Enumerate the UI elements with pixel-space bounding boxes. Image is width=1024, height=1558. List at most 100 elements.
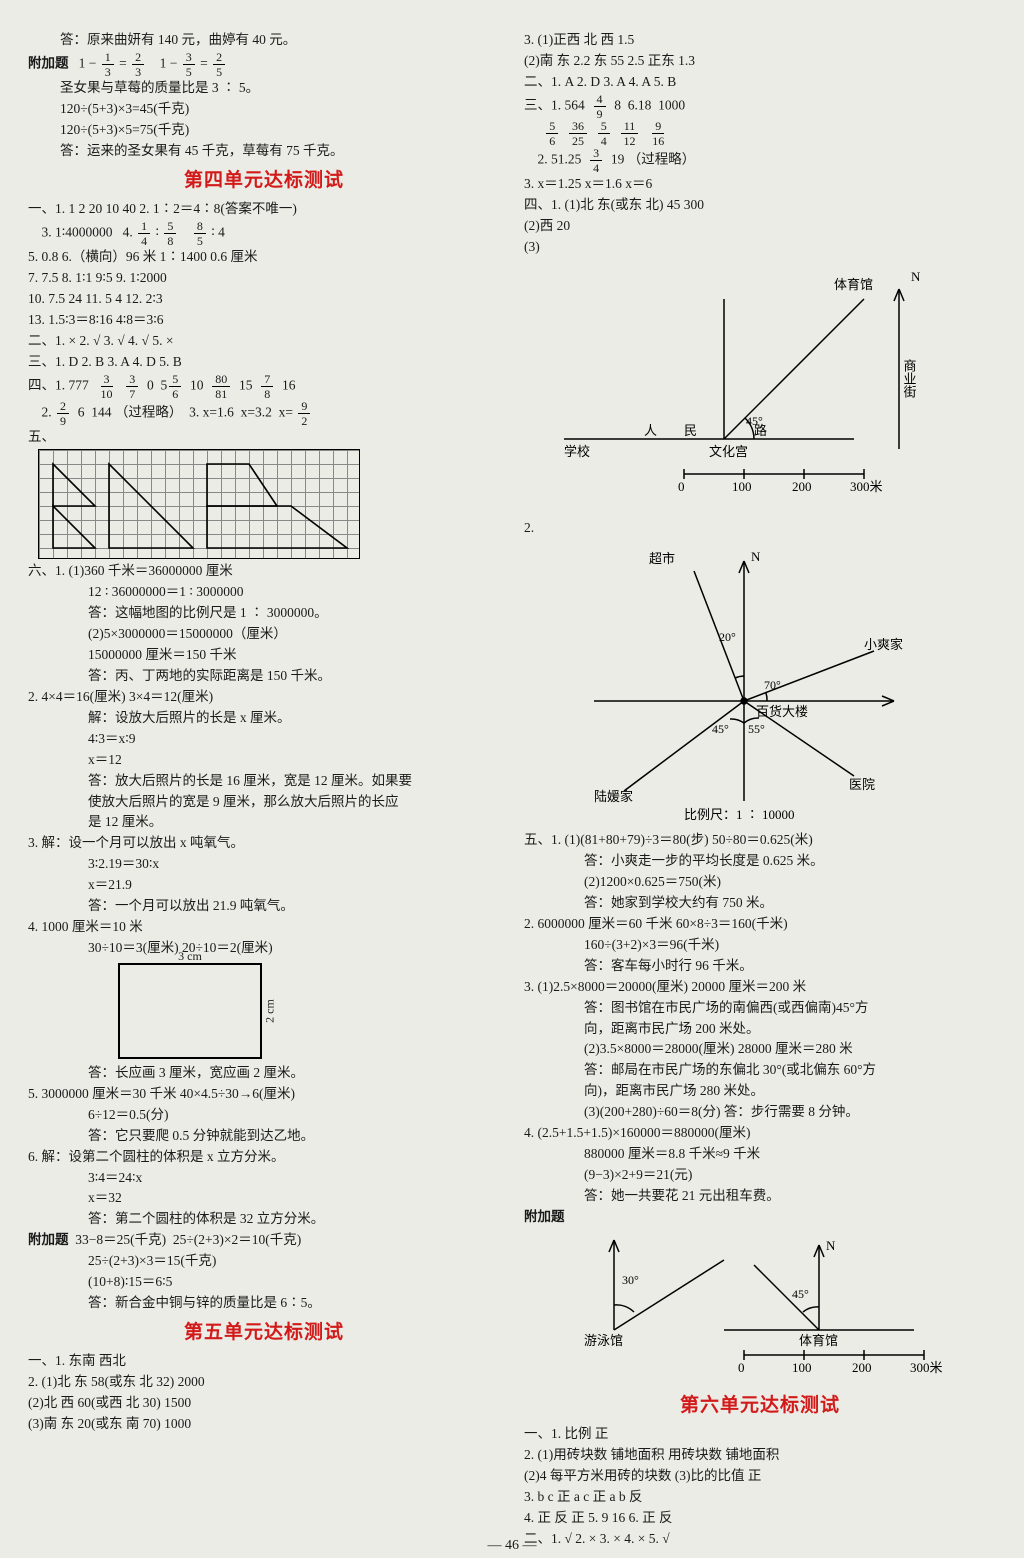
label-school: 学校 bbox=[564, 444, 590, 459]
svg-text:民: 民 bbox=[684, 423, 697, 438]
text-line: 一、1. 东南 西北 bbox=[28, 1351, 500, 1372]
text-line: 2. (1)北 东 58(或东 北 32) 2000 bbox=[28, 1372, 500, 1393]
svg-text:70°: 70° bbox=[764, 678, 781, 692]
map-figure-3: 游泳馆 体育馆 N 30° 45° 0 100 200 300米 bbox=[554, 1230, 996, 1387]
text-line: x＝32 bbox=[28, 1188, 500, 1209]
svg-text:300米: 300米 bbox=[910, 1360, 943, 1375]
svg-text:55°: 55° bbox=[748, 722, 765, 736]
text-line: 五、 bbox=[28, 427, 500, 448]
svg-text:30°: 30° bbox=[622, 1273, 639, 1287]
map-figure-2: 超市 N 小爽家 百货大楼 医院 陆媛家 20° 70° 45° 55° 比例尺… bbox=[554, 541, 996, 828]
text-line: 3. (1)2.5×8000＝20000(厘米) 20000 厘米＝200 米 bbox=[524, 977, 996, 998]
text-line: 四、1. 777 310 37 0 556 10 8081 15 78 16 bbox=[28, 373, 500, 400]
rectangle-figure: 3 cm 2 cm bbox=[118, 963, 262, 1059]
text-line: 13. 1.5∶3＝8∶16 4∶8＝3∶6 bbox=[28, 310, 500, 331]
text-line: 二、1. √ 2. × 3. × 4. × 5. √ bbox=[524, 1529, 996, 1550]
text-line: 答：小爽走一步的平均长度是 0.625 米。 bbox=[524, 851, 996, 872]
svg-text:200: 200 bbox=[792, 479, 812, 494]
text-line: 答：它只要爬 0.5 分钟就能到达乙地。 bbox=[28, 1126, 500, 1147]
text-line: 2. (1)用砖块数 铺地面积 用砖块数 铺地面积 bbox=[524, 1445, 996, 1466]
svg-text:人: 人 bbox=[644, 423, 657, 438]
text-line: 答：图书馆在市民广场的南偏西(或西偏南)45°方 bbox=[524, 998, 996, 1019]
unit6-title: 第六单元达标测试 bbox=[524, 1391, 996, 1420]
text-line: 答：长应画 3 厘米，宽应画 2 厘米。 bbox=[28, 1063, 500, 1084]
text-line: 附加题 bbox=[524, 1207, 996, 1228]
text-line: (2)南 东 2.2 东 55 2.5 正东 1.3 bbox=[524, 51, 996, 72]
left-column: 答：原来曲妍有 140 元，曲婷有 40 元。 附加题 1 − 13 = 23 … bbox=[28, 30, 512, 1550]
text-line: 5. 0.8 6.（横向）96 米 1∶1400 0.6 厘米 bbox=[28, 247, 500, 268]
svg-text:45°: 45° bbox=[792, 1287, 809, 1301]
unit4-title: 第四单元达标测试 bbox=[28, 166, 500, 195]
text-line: 圣女果与草莓的质量比是 3 ∶ 5。 bbox=[28, 78, 500, 99]
right-column: 3. (1)正西 北 西 1.5 (2)南 东 2.2 东 55 2.5 正东 … bbox=[512, 30, 996, 1550]
svg-text:医院: 医院 bbox=[849, 777, 875, 792]
text-line: 答：客车每小时行 96 千米。 bbox=[524, 956, 996, 977]
text-line: (3)(200+280)÷60＝8(分) 答：步行需要 8 分钟。 bbox=[524, 1102, 996, 1123]
page-number: — 46 — bbox=[488, 1538, 537, 1554]
text-line: (3)南 东 20(或东 南 70) 1000 bbox=[28, 1414, 500, 1435]
text-line: 一、1. 比例 正 bbox=[524, 1424, 996, 1445]
answer-page: 答：原来曲妍有 140 元，曲婷有 40 元。 附加题 1 − 13 = 23 … bbox=[0, 0, 1024, 1558]
svg-text:300米: 300米 bbox=[850, 479, 883, 494]
text-line: 6÷12＝0.5(分) bbox=[28, 1105, 500, 1126]
svg-text:45°: 45° bbox=[712, 722, 729, 736]
text-line: 答：邮局在市民广场的东偏北 30°(或北偏东 60°方 bbox=[524, 1060, 996, 1081]
svg-text:200: 200 bbox=[852, 1360, 872, 1375]
svg-text:N: N bbox=[826, 1238, 836, 1253]
text-line: 三、1. 564 49 8 6.18 1000 bbox=[524, 93, 996, 120]
text-line: 120÷(5+3)×5=75(千克) bbox=[28, 120, 500, 141]
svg-text:陆媛家: 陆媛家 bbox=[594, 789, 633, 804]
svg-text:100: 100 bbox=[792, 1360, 812, 1375]
text-line: 二、1. × 2. √ 3. √ 4. √ 5. × bbox=[28, 331, 500, 352]
text-line: 答：她家到学校大约有 750 米。 bbox=[524, 893, 996, 914]
text-line: (2)北 西 60(或西 北 30) 1500 bbox=[28, 1393, 500, 1414]
text-line: 答：丙、丁两地的实际距离是 150 千米。 bbox=[28, 666, 500, 687]
text-line: 答：放大后照片的长是 16 厘米，宽是 12 厘米。如果要 bbox=[28, 771, 500, 792]
text-line: 2. bbox=[524, 518, 996, 539]
text-line: 3. (1)正西 北 西 1.5 bbox=[524, 30, 996, 51]
map-figure-1: 学校 人 民 路 文化宫 体育馆 N 商业街 45° 0 100 200 300… bbox=[554, 259, 996, 516]
text-line: 五、1. (1)(81+80+79)÷3＝80(步) 50÷80＝0.625(米… bbox=[524, 830, 996, 851]
text-line: 3. b c 正 a c 正 a b 反 bbox=[524, 1487, 996, 1508]
text-line: 向，距离市民广场 200 米处。 bbox=[524, 1019, 996, 1040]
text-line: 3. x＝1.25 x＝1.6 x＝6 bbox=[524, 174, 996, 195]
text-line: 880000 厘米＝8.8 千米≈9 千米 bbox=[524, 1144, 996, 1165]
extra-block: 附加题 1 − 13 = 23 1 − 35 = 25 bbox=[28, 51, 500, 78]
svg-text:体育馆: 体育馆 bbox=[799, 1333, 838, 1348]
text-line: (2)3.5×8000＝28000(厘米) 28000 厘米＝280 米 bbox=[524, 1039, 996, 1060]
text-line: 4∶3＝x∶9 bbox=[28, 729, 500, 750]
text-line: 10. 7.5 24 11. 5 4 12. 2∶3 bbox=[28, 289, 500, 310]
text-line: 3. 解：设一个月可以放出 x 吨氧气。 bbox=[28, 833, 500, 854]
svg-text:N: N bbox=[911, 269, 921, 284]
svg-text:超市: 超市 bbox=[649, 551, 675, 566]
text-line: (2)1200×0.625＝750(米) bbox=[524, 872, 996, 893]
svg-text:0: 0 bbox=[678, 479, 685, 494]
text-line: (3) bbox=[524, 237, 996, 258]
svg-text:比例尺：1 ∶ 10000: 比例尺：1 ∶ 10000 bbox=[684, 807, 795, 821]
text-line: 2. 29 6 144 （过程略） 3. x=1.6 x=3.2 x= 92 bbox=[28, 400, 500, 427]
text-line: 6. 解：设第二个圆柱的体积是 x 立方分米。 bbox=[28, 1147, 500, 1168]
text-line: 解：设放大后照片的长是 x 厘米。 bbox=[28, 708, 500, 729]
text-line: 一、1. 1 2 20 10 40 2. 1∶2＝4∶8(答案不唯一) bbox=[28, 199, 500, 220]
text-line: 答：她一共要花 21 元出租车费。 bbox=[524, 1186, 996, 1207]
text-line: (2)4 每平方米用砖的块数 (3)比的比值 正 bbox=[524, 1466, 996, 1487]
text-line: 四、1. (1)北 东(或东 北) 45 300 bbox=[524, 195, 996, 216]
svg-text:商业街: 商业街 bbox=[902, 359, 917, 398]
text-line: 答：一个月可以放出 21.9 吨氧气。 bbox=[28, 896, 500, 917]
svg-text:N: N bbox=[751, 549, 761, 564]
text-line: 3∶2.19＝30∶x bbox=[28, 854, 500, 875]
text-line: (9−3)×2+9＝21(元) bbox=[524, 1165, 996, 1186]
svg-text:小爽家: 小爽家 bbox=[864, 637, 903, 652]
extra-title: 附加题 bbox=[28, 56, 69, 71]
rect-label-right: 2 cm bbox=[261, 999, 280, 1023]
text-line: 答：运来的圣女果有 45 千克，草莓有 75 千克。 bbox=[28, 141, 500, 162]
text-line: 15000000 厘米＝150 千米 bbox=[28, 645, 500, 666]
text-line: 答：第二个圆柱的体积是 32 立方分米。 bbox=[28, 1209, 500, 1230]
text-line: 向)，距离市民广场 280 米处。 bbox=[524, 1081, 996, 1102]
text-line: 答：原来曲妍有 140 元，曲婷有 40 元。 bbox=[28, 30, 500, 51]
grid-shapes-figure bbox=[38, 449, 360, 559]
text-line: 7. 7.5 8. 1∶1 9∶5 9. 1∶2000 bbox=[28, 268, 500, 289]
text-line: (2)西 20 bbox=[524, 216, 996, 237]
text-line: 5. 3000000 厘米＝30 千米 40×4.5÷30→6(厘米) bbox=[28, 1084, 500, 1105]
text-line: 答：新合金中铜与锌的质量比是 6∶5。 bbox=[28, 1293, 500, 1314]
